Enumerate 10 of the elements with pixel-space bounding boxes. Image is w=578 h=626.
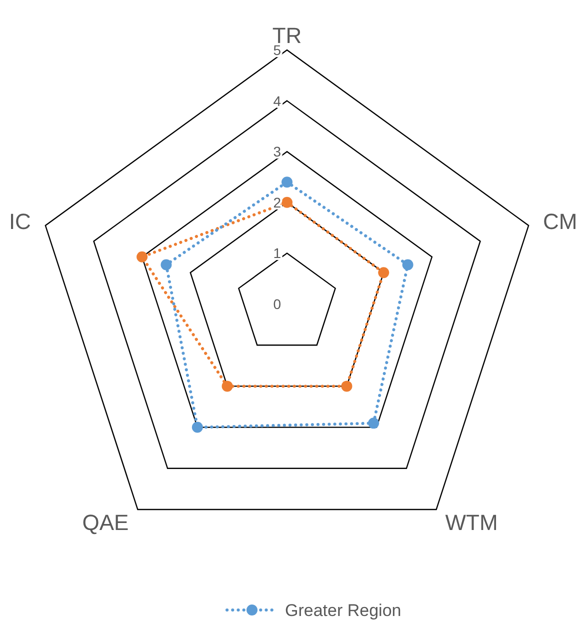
legend-label: Greater Region	[285, 601, 402, 620]
y-tick-label: 1	[273, 245, 282, 262]
spoke-label: CM	[543, 208, 578, 234]
y-tick-label: 3	[273, 144, 282, 160]
y-tick-label: 0	[273, 296, 282, 312]
spoke-label: WTM	[445, 510, 498, 535]
spoke-label: QAE	[82, 510, 129, 535]
y-tick-label: 4	[273, 92, 282, 109]
spoke-label: IC	[8, 208, 32, 234]
y-tick-label: 5	[273, 42, 282, 58]
